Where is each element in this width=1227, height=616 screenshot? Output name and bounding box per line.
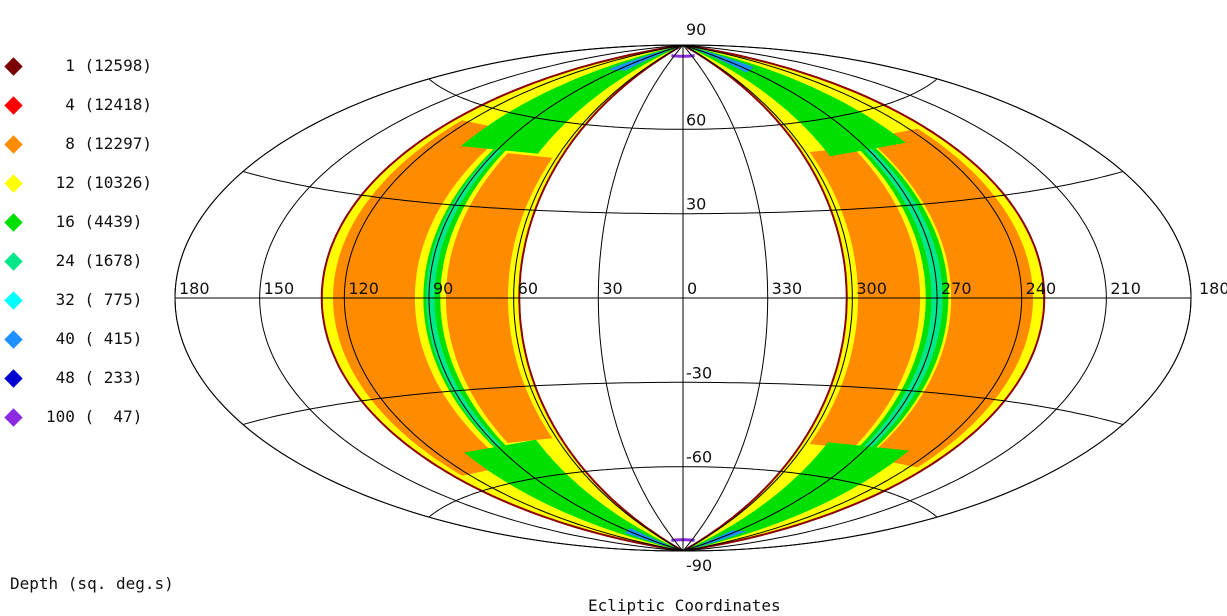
legend-item: 12 (10326) [0, 171, 200, 195]
legend-item: 32 ( 775) [0, 288, 200, 312]
depth-caption: Depth (sq. deg.s) [10, 574, 174, 593]
diamond-icon [4, 174, 23, 193]
map-outline [174, 44, 1192, 552]
diamond-icon [4, 96, 23, 115]
longitude-label: 330 [772, 279, 803, 298]
longitude-label: 270 [941, 279, 972, 298]
band-right-orange [867, 128, 1033, 468]
legend-item: 1 (12598) [0, 54, 200, 78]
latitude-label: -60 [686, 448, 712, 467]
legend-label: 1 (12598) [46, 56, 152, 75]
latitude-label: 90 [686, 20, 706, 39]
legend-item: 16 (4439) [0, 210, 200, 234]
legend-label: 4 (12418) [46, 95, 152, 114]
longitude-label: 210 [1110, 279, 1141, 298]
longitude-label: 0 [687, 279, 697, 298]
diamond-icon [4, 252, 23, 271]
band-right-green [683, 442, 909, 551]
legend-label: 48 ( 233) [46, 368, 143, 387]
parallel-line [242, 381, 1124, 425]
parallel-line [428, 466, 938, 518]
legend-label: 40 ( 415) [46, 329, 143, 348]
diamond-icon [4, 135, 23, 154]
longitude-label: 300 [856, 279, 887, 298]
legend-label: 16 (4439) [46, 212, 143, 231]
legend-item: 8 (12297) [0, 132, 200, 156]
legend-item: 100 ( 47) [0, 405, 200, 429]
latitude-label: -30 [686, 363, 712, 382]
band-left-green [464, 439, 683, 551]
longitude-label: 180 [179, 279, 210, 298]
parallel-line [428, 78, 938, 130]
coordinates-caption: Ecliptic Coordinates [588, 596, 781, 615]
diamond-icon [4, 408, 23, 427]
latitude-label: -90 [686, 556, 712, 575]
longitude-label: 60 [518, 279, 538, 298]
graticule [174, 44, 1192, 552]
legend-item: 4 (12418) [0, 93, 200, 117]
band-left-orange [333, 120, 509, 476]
diamond-icon [4, 369, 23, 388]
band-right-green [683, 45, 906, 157]
latitude-label: 60 [686, 110, 706, 129]
longitude-label: 30 [602, 279, 622, 298]
longitude-label: 120 [348, 279, 379, 298]
legend-label: 12 (10326) [46, 173, 152, 192]
diamond-icon [4, 291, 23, 310]
legend-item: 40 ( 415) [0, 327, 200, 351]
parallel-line [242, 171, 1124, 215]
coverage-bands [320, 45, 1046, 551]
longitude-label: 240 [1026, 279, 1057, 298]
band-right-blue [683, 45, 754, 73]
diamond-icon [4, 57, 23, 76]
band-left-green [460, 45, 683, 154]
legend-label: 8 (12297) [46, 134, 152, 153]
legend-label: 32 ( 775) [46, 290, 143, 309]
legend-item: 48 ( 233) [0, 366, 200, 390]
grid-labels: 180 150 120 90 60 30 0 330 300 270 240 210 180906030… [179, 20, 1227, 575]
diamond-icon [4, 330, 23, 349]
latitude-label: 30 [686, 195, 706, 214]
band-left-blue [625, 528, 683, 551]
band-right-teal [750, 71, 943, 525]
legend-label: 24 (1678) [46, 251, 143, 270]
diamond-icon [4, 213, 23, 232]
legend-label: 100 ( 47) [46, 407, 143, 426]
longitude-label: 90 [433, 279, 453, 298]
legend-item: 24 (1678) [0, 249, 200, 273]
longitude-label: 150 [264, 279, 295, 298]
longitude-label: 180 [1199, 279, 1227, 298]
